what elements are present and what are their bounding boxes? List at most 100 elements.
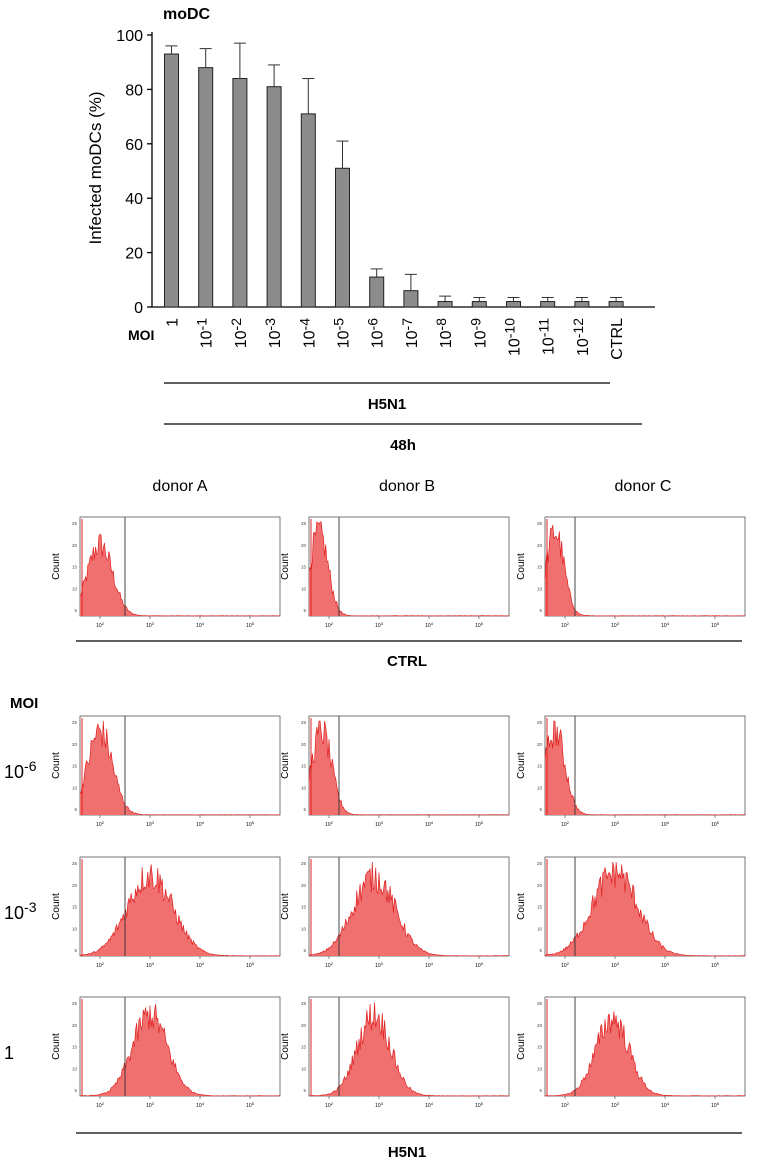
x-tick-label: 104 [196, 820, 205, 828]
y-tick-label: 20 [301, 1023, 307, 1028]
y-tick-label: 10 [301, 1066, 307, 1071]
x-tick-label: 103 [375, 621, 383, 629]
x-tick-label: 103 [146, 820, 154, 828]
histogram-edge [308, 720, 509, 816]
x-tick-label: 10-1 [194, 318, 216, 348]
y-tick-label: 25 [301, 1001, 307, 1006]
y-tick-label: 15 [72, 905, 78, 910]
y-tick-label: 15 [72, 764, 78, 769]
y-tick-label: 25 [72, 1001, 78, 1006]
bar [198, 67, 214, 308]
x-tick-label: 102 [561, 961, 569, 969]
y-tick-label: 25 [72, 521, 78, 526]
bar [608, 301, 624, 308]
histogram-grid: donor A donor B donor C CTRL MOI H5N1 Count 25 2… [4, 478, 746, 1161]
x-tick-label: 102 [561, 1101, 569, 1109]
histogram-fill [309, 721, 509, 815]
y-axis-label: Infected moDCs (%) [86, 91, 105, 244]
bar-plot-area: 0 20 40 60 80 100 1 10-1 10-2 10-3 10-4 10-5 10-6 10-… [116, 28, 655, 454]
x-tick-label: 102 [561, 820, 569, 828]
y-tick-label: 20 [537, 883, 543, 888]
x-tick-label: 105 [711, 961, 719, 969]
x-tick-label: 105 [711, 621, 719, 629]
x-tick-label: 104 [425, 820, 434, 828]
count-label: Count [280, 1033, 291, 1060]
histogram-fill [309, 1002, 509, 1096]
x-tick-label: 102 [325, 621, 333, 629]
y-tick-label: 80 [125, 82, 143, 99]
histogram-edge [80, 533, 281, 617]
bar [574, 301, 590, 308]
count-label: Count [516, 1033, 527, 1060]
y-tick-label: 15 [301, 764, 307, 769]
y-tick-label: 15 [537, 1045, 543, 1050]
column-header: donor B [379, 478, 435, 495]
histogram-edge [544, 525, 746, 617]
x-tick-label: 10-9 [467, 318, 489, 348]
row-label-moi: 10-6 [4, 758, 37, 782]
x-tick-label: 103 [375, 1101, 383, 1109]
histogram-edge [79, 720, 281, 816]
y-tick-label: 5 [539, 1088, 542, 1093]
x-tick-label: 103 [146, 1101, 154, 1109]
x-tick-label: 102 [96, 820, 104, 828]
x-tick-label: 105 [711, 1101, 719, 1109]
y-tick-label: 100 [116, 28, 143, 45]
group-label-48h: 48h [390, 437, 416, 454]
y-tick-label: 10 [537, 1066, 543, 1071]
x-tick-label: 1 [165, 318, 182, 327]
h5n1-label: H5N1 [388, 1144, 426, 1161]
histogram-fill [80, 1004, 280, 1096]
bar [437, 301, 453, 308]
x-tick-label: 103 [611, 961, 619, 969]
x-tick-label: 10-4 [296, 318, 318, 348]
bar [471, 301, 487, 308]
y-tick-label: 5 [539, 807, 542, 812]
y-tick-label: 25 [301, 861, 307, 866]
y-tick-label: 25 [72, 861, 78, 866]
y-tick-label: 10 [537, 586, 543, 591]
x-tick-label: 103 [375, 820, 383, 828]
bar [300, 113, 316, 308]
y-tick-label: 5 [303, 948, 306, 953]
x-tick-label: 104 [661, 621, 670, 629]
y-tick-label: 20 [301, 742, 307, 747]
y-tick-label: 5 [303, 608, 306, 613]
histogram-edge [308, 521, 510, 617]
y-tick-label: 10 [72, 926, 78, 931]
y-tick-label: 5 [539, 608, 542, 613]
x-tick-label: 103 [611, 1101, 619, 1109]
bar-chart-title: moDC [163, 6, 211, 23]
histogram-fill [545, 1011, 745, 1096]
y-tick-label: 60 [125, 137, 143, 154]
histogram-fill [545, 862, 745, 956]
y-tick-label: 15 [301, 1045, 307, 1050]
moi-header: MOI [10, 695, 38, 712]
x-tick-label: 10-10 [502, 318, 524, 356]
count-label: Count [51, 893, 62, 920]
histogram-fill [80, 534, 280, 616]
x-axis-label: MOI [128, 327, 154, 343]
y-tick-label: 25 [537, 1001, 543, 1006]
count-label: Count [51, 752, 62, 779]
row-label-moi: 1 [4, 1043, 14, 1063]
bar [369, 276, 385, 308]
y-tick-label: 20 [72, 1023, 78, 1028]
x-tick-label: 102 [325, 961, 333, 969]
x-tick-label: 105 [711, 820, 719, 828]
y-tick-label: 20 [72, 742, 78, 747]
histogram-fill [80, 864, 280, 956]
x-tick-label: 105 [246, 820, 254, 828]
y-tick-label: 10 [301, 785, 307, 790]
y-tick-label: 20 [301, 883, 307, 888]
y-tick-label: 10 [301, 926, 307, 931]
histogram-edge [544, 861, 745, 957]
x-tick-label: 102 [325, 820, 333, 828]
